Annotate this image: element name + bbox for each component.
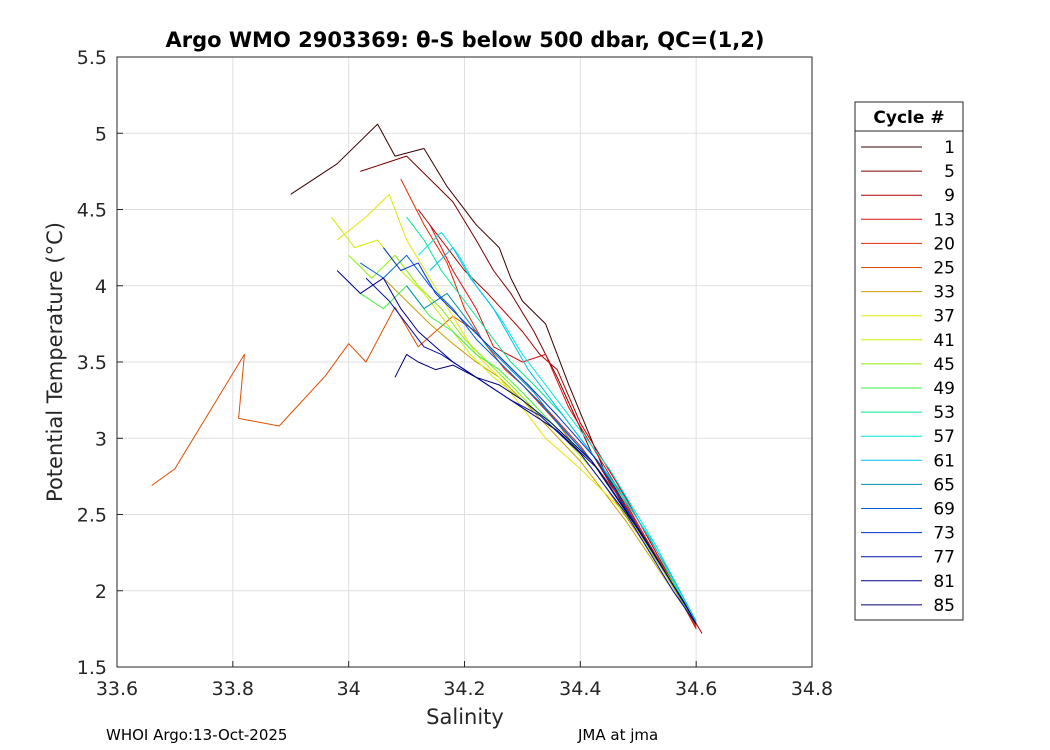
y-tick-label: 4.5	[77, 200, 107, 222]
y-tick-label: 4	[95, 276, 107, 298]
legend-label-cycle-9: 9	[944, 186, 955, 206]
footer-source: WHOI Argo:13-Oct-2025	[106, 726, 288, 744]
y-tick-label: 3.5	[77, 352, 107, 374]
x-tick-label: 33.8	[212, 678, 254, 700]
legend-label-cycle-5: 5	[944, 162, 955, 182]
x-tick-label: 34.2	[443, 678, 485, 700]
plot-frame	[116, 56, 813, 668]
grid-lines	[116, 56, 813, 668]
legend-label-cycle-57: 57	[933, 427, 955, 447]
y-tick-label: 2.5	[77, 505, 107, 527]
series-line-cycle-65	[406, 285, 697, 625]
series-line-cycle-25	[151, 306, 697, 627]
legend-label-cycle-45: 45	[933, 355, 955, 375]
x-tick-labels: 33.6 33.8 34 34.2 34.4 34.6 34.8	[96, 678, 833, 700]
y-tick-label: 1.5	[77, 657, 107, 679]
legend-label-cycle-81: 81	[933, 572, 955, 592]
legend-label-cycle-73: 73	[933, 524, 955, 544]
x-tick-label: 34	[337, 678, 361, 700]
y-tick-label: 2	[95, 581, 107, 603]
series-line-cycle-69	[360, 254, 697, 625]
legend-label-cycle-13: 13	[933, 210, 955, 230]
x-tick-label: 34.6	[675, 678, 717, 700]
y-axis-label: Potential Temperature (°C)	[43, 222, 67, 502]
x-tick-label: 34.4	[559, 678, 601, 700]
series-line-cycle-81	[336, 270, 691, 614]
legend: Cycle # 1 5 9 13 20 25 33 37 41 45 49 53 57 61 65 69 73 7…	[854, 101, 964, 621]
x-tick-label: 33.6	[96, 678, 138, 700]
x-axis-label: Salinity	[426, 705, 504, 729]
series-line-cycle-77	[365, 277, 697, 625]
series-line-cycle-41	[330, 216, 697, 625]
series-line-cycle-53	[406, 216, 691, 614]
legend-label-cycle-37: 37	[933, 307, 955, 327]
y-tick-labels: 1.5 2 2.5 3 3.5 4 4.5 5 5.5	[77, 47, 107, 679]
legend-label-cycle-1: 1	[944, 138, 955, 158]
series-line-cycle-33	[383, 277, 697, 625]
y-tick-label: 3	[95, 428, 107, 450]
x-tick-label: 34.8	[791, 678, 833, 700]
series-line-cycle-49	[360, 285, 697, 625]
footer-operator: JMA at jma	[578, 726, 659, 744]
legend-label-cycle-53: 53	[933, 403, 955, 423]
legend-label-cycle-33: 33	[933, 283, 955, 303]
chart-title: Argo WMO 2903369: θ-S below 500 dbar, QC…	[166, 28, 765, 52]
legend-label-cycle-85: 85	[933, 596, 955, 616]
series-line-cycle-37	[336, 193, 697, 625]
legend-label-cycle-41: 41	[933, 331, 955, 351]
legend-title: Cycle #	[873, 108, 944, 128]
y-tick-label: 5	[95, 123, 107, 145]
legend-label-cycle-20: 20	[933, 234, 955, 254]
legend-label-cycle-65: 65	[933, 475, 955, 495]
legend-label-cycle-77: 77	[933, 548, 955, 568]
legend-label-cycle-49: 49	[933, 379, 955, 399]
legend-box	[854, 101, 964, 621]
series-line-cycle-61	[429, 247, 697, 622]
legend-label-cycle-61: 61	[933, 451, 955, 471]
y-tick-label: 5.5	[77, 47, 107, 69]
series-line-cycle-73	[383, 247, 691, 614]
series-line-cycle-1	[290, 123, 697, 625]
legend-label-cycle-25: 25	[933, 259, 955, 279]
series-lines	[151, 123, 703, 634]
series-line-cycle-45	[348, 254, 697, 625]
legend-label-cycle-69: 69	[933, 500, 955, 520]
series-line-cycle-85	[394, 353, 697, 625]
